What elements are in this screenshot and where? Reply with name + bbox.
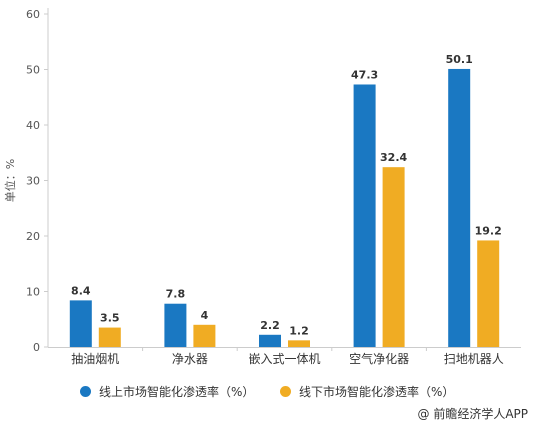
y-tick-label: 40 bbox=[26, 119, 40, 132]
y-tick-label: 10 bbox=[26, 286, 40, 299]
x-tick-label: 净水器 bbox=[172, 352, 208, 366]
bar-online bbox=[164, 303, 187, 347]
x-tick-label: 抽油烟机 bbox=[71, 352, 119, 366]
legend-item-online: 线上市场智能化渗透率（%） bbox=[80, 383, 254, 400]
data-label: 4 bbox=[201, 309, 209, 322]
y-tick-label: 50 bbox=[26, 64, 40, 77]
legend-label-offline: 线下市场智能化渗透率（%） bbox=[299, 385, 455, 399]
bar-online bbox=[448, 68, 471, 347]
data-label: 8.4 bbox=[71, 284, 91, 297]
data-label: 2.2 bbox=[260, 319, 280, 332]
y-tick-label: 0 bbox=[33, 341, 40, 354]
legend-swatch-online bbox=[80, 386, 91, 397]
data-label: 7.8 bbox=[166, 288, 186, 301]
x-tick-label: 扫地机器人 bbox=[444, 352, 504, 366]
bar-offline bbox=[382, 167, 405, 347]
y-tick-label: 60 bbox=[26, 8, 40, 21]
data-label: 50.1 bbox=[446, 53, 473, 66]
legend-label-online: 线上市场智能化渗透率（%） bbox=[99, 385, 255, 399]
bar-offline bbox=[193, 324, 216, 347]
bar-offline bbox=[288, 340, 310, 347]
legend-swatch-offline bbox=[280, 386, 291, 397]
bar-online bbox=[353, 84, 376, 348]
legend: 线上市场智能化渗透率（%） 线下市场智能化渗透率（%） bbox=[0, 383, 534, 403]
x-tick-label: 空气净化器 bbox=[349, 351, 409, 366]
bar-online bbox=[69, 300, 92, 347]
x-tick-label: 嵌入式一体机 bbox=[248, 352, 320, 366]
data-label: 3.5 bbox=[100, 312, 120, 325]
bar-offline bbox=[98, 327, 121, 347]
y-tick-label: 20 bbox=[26, 230, 40, 243]
y-axis-title: 单位：% bbox=[3, 159, 17, 202]
y-tick-label: 30 bbox=[26, 175, 40, 188]
bar-online bbox=[259, 334, 281, 347]
data-label: 32.4 bbox=[380, 151, 407, 164]
source-credit: @ 前瞻经济学人APP bbox=[417, 407, 529, 421]
data-label: 47.3 bbox=[351, 68, 378, 81]
legend-item-offline: 线下市场智能化渗透率（%） bbox=[280, 383, 454, 400]
data-label: 1.2 bbox=[289, 324, 309, 337]
data-label: 19.2 bbox=[475, 224, 502, 237]
bar-offline bbox=[477, 240, 500, 347]
